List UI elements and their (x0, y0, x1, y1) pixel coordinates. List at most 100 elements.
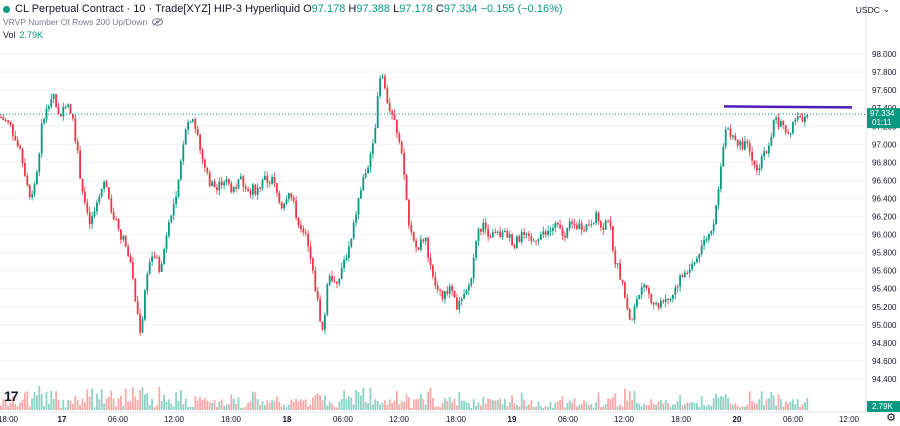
volume-bar (631, 399, 633, 410)
candle-body (648, 288, 650, 294)
volume-bar (180, 390, 182, 410)
volume-bar (52, 399, 55, 410)
gear-icon[interactable]: ⚙ (886, 412, 896, 424)
candle-body (285, 199, 288, 204)
candle-body (189, 121, 192, 123)
volume-bar (280, 406, 283, 410)
volume-bar (655, 404, 657, 410)
candle-body (655, 303, 657, 305)
price-tick-label: 94.600 (872, 357, 897, 366)
volume-bar (660, 399, 662, 410)
volume-bar (571, 402, 573, 410)
price-axis[interactable]: 98.00097.80097.60097.40097.20097.00096.8… (0, 0, 900, 413)
candle-body (748, 142, 751, 152)
volume-bar (628, 391, 631, 410)
candle-body (360, 190, 362, 199)
volume-bar (520, 392, 523, 410)
candle-body (33, 184, 36, 194)
volume-bar (468, 403, 470, 410)
candle-body (105, 181, 108, 188)
candle-body (710, 231, 713, 235)
volume-bar (230, 394, 233, 410)
volume-bar (609, 398, 612, 410)
volume-bar (206, 400, 209, 410)
candle-body (81, 178, 84, 192)
candle-body (223, 182, 225, 186)
candle-body (384, 76, 386, 89)
volume-bar (580, 403, 583, 410)
volume-bar (84, 402, 86, 410)
candle-body (204, 159, 206, 168)
candle-body (741, 141, 744, 150)
candle-body (194, 119, 197, 130)
candle-body (597, 212, 600, 222)
candle-body (638, 294, 641, 300)
currency-selector[interactable]: USDC ⌄ (856, 4, 890, 15)
candle-body (763, 151, 765, 157)
candle-body (729, 128, 732, 137)
volume-bar (746, 404, 749, 410)
candle-body (480, 228, 482, 232)
volume-bar (151, 398, 153, 410)
candle-body (667, 298, 669, 300)
candle-body (657, 303, 660, 308)
candle-body (782, 121, 785, 126)
candle-body (208, 172, 211, 187)
time-tick-label: 12:00 (839, 415, 860, 424)
candle-body (590, 224, 593, 226)
volume-bar (19, 402, 21, 410)
volume-bar (768, 398, 770, 410)
candle-body (472, 257, 475, 279)
candle-body (134, 278, 137, 302)
volume-bar (770, 391, 773, 410)
candle-body (333, 280, 336, 282)
candle-body (276, 183, 278, 193)
candle-body (475, 240, 477, 258)
volume-bar (547, 406, 549, 410)
candle-body (348, 246, 350, 258)
candle-body (28, 185, 31, 197)
volume-bar (352, 404, 355, 410)
volume-bar (240, 407, 242, 410)
horizontal-trend-line[interactable] (723, 105, 853, 109)
volume-bar (187, 407, 189, 410)
volume-bar (259, 405, 261, 410)
eye-icon[interactable] (152, 18, 164, 26)
volume-bar (86, 389, 89, 410)
candle-body (616, 263, 619, 265)
volume-bar (741, 406, 744, 410)
volume-bar (499, 398, 501, 410)
volume-bar (328, 402, 331, 410)
volume-bar (283, 404, 285, 410)
volume-bar (62, 399, 65, 410)
volume-bar (182, 404, 185, 410)
volume-bar (247, 403, 249, 410)
candle-body (446, 291, 449, 294)
indicator-legend[interactable]: VRVP Number Of Rows 200 Up/Down (3, 17, 164, 27)
volume-bar (501, 404, 504, 410)
candle-body (580, 223, 583, 231)
candle-body (508, 234, 511, 238)
volume-bar (304, 399, 307, 410)
price-tick-label: 94.800 (872, 339, 897, 348)
legend-header: CL Perpetual Contract · 10 · Trade[XYZ] … (3, 3, 563, 15)
volume-bar (316, 393, 319, 410)
chevron-down-icon: ⌄ (882, 4, 890, 14)
tradingview-logo[interactable]: 17 (4, 388, 19, 404)
volume-bar (748, 391, 751, 410)
candle-body (796, 116, 799, 120)
volume-bar (364, 401, 367, 410)
candle-body (213, 181, 216, 188)
symbol-title[interactable]: CL Perpetual Contract · 10 · Trade[XYZ] … (15, 3, 301, 15)
volume-bar (88, 396, 91, 410)
volume-bar (744, 406, 746, 410)
volume-bar (148, 405, 151, 410)
volume-bar (578, 404, 581, 410)
time-axis[interactable]: 18:00 17 06:00 12:00 18:00 18 06:00 12:00 18:00 1… (0, 415, 860, 424)
candle-body (31, 193, 33, 197)
candle-body (237, 179, 240, 189)
volume-bar (57, 399, 60, 410)
candle-body (124, 235, 127, 247)
candle-body (746, 141, 749, 143)
